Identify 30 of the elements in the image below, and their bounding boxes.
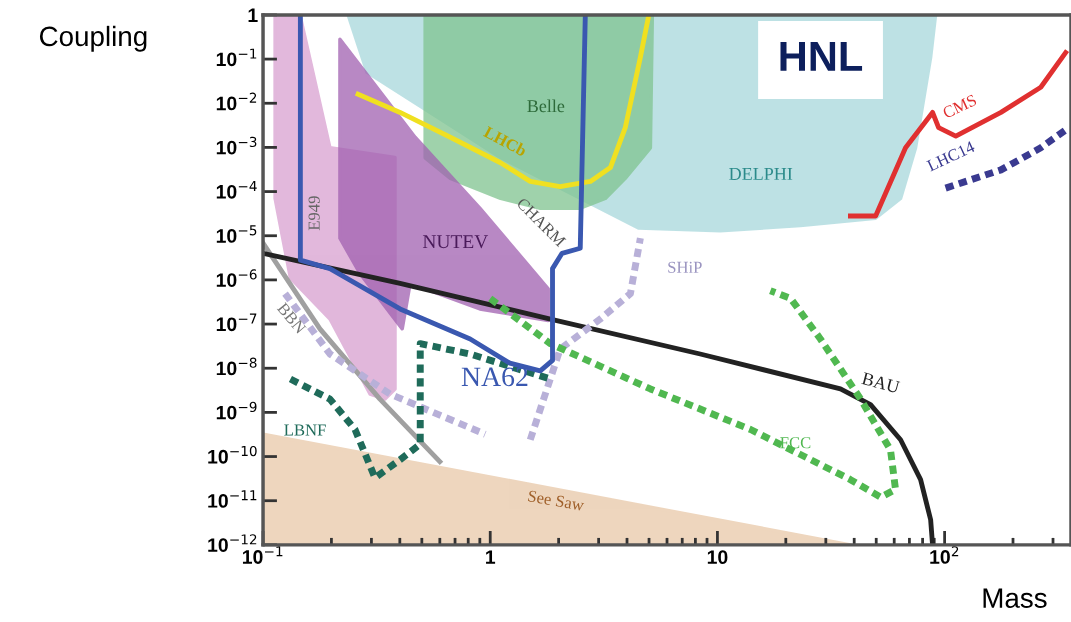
y-tick-label: 10$^{−3}$	[216, 136, 257, 155]
annotation: NUTEV	[422, 235, 489, 249]
annotation: DELPHI	[729, 168, 793, 180]
annotation: See Saw	[527, 490, 585, 511]
y-tick-label: 10$^{−8}$	[216, 357, 257, 376]
x-tick-label: 10$^{−1}$	[242, 546, 283, 564]
y-axis-title: Coupling	[39, 25, 147, 52]
chart-title: HNL	[780, 42, 863, 71]
annotation: SHiP	[668, 261, 702, 273]
annotation: BAU	[861, 372, 901, 394]
y-tick-label: 10$^{−9}$	[216, 401, 257, 420]
y-tick-label: 10$^{−2}$	[216, 92, 257, 111]
annotation: Belle	[527, 99, 565, 113]
y-tick-label: 10$^{−7}$	[216, 313, 257, 332]
x-axis-title: Mass	[983, 588, 1047, 608]
x-tick-label: 1	[486, 550, 496, 564]
y-tick-label: 10$^{−10}$	[208, 445, 257, 464]
y-tick-label: 10$^{−4}$	[216, 181, 257, 199]
y-tick-label: 1	[248, 8, 258, 22]
y-tick-label: 10$^{−1}$	[216, 48, 257, 67]
annotation: LBNF	[284, 424, 326, 436]
x-tick-label: 10	[707, 550, 728, 565]
annotation: NA62	[461, 367, 528, 387]
annotation: CMS	[942, 94, 978, 119]
y-tick-label: 10$^{−5}$	[216, 225, 257, 243]
y-tick-label: 10$^{−6}$	[216, 269, 257, 287]
annotation: FCC	[780, 437, 811, 449]
annotation: E949	[308, 196, 320, 231]
x-tick-label: 10$^{2}$	[930, 546, 959, 564]
y-tick-label: 10$^{−11}$	[208, 490, 257, 508]
